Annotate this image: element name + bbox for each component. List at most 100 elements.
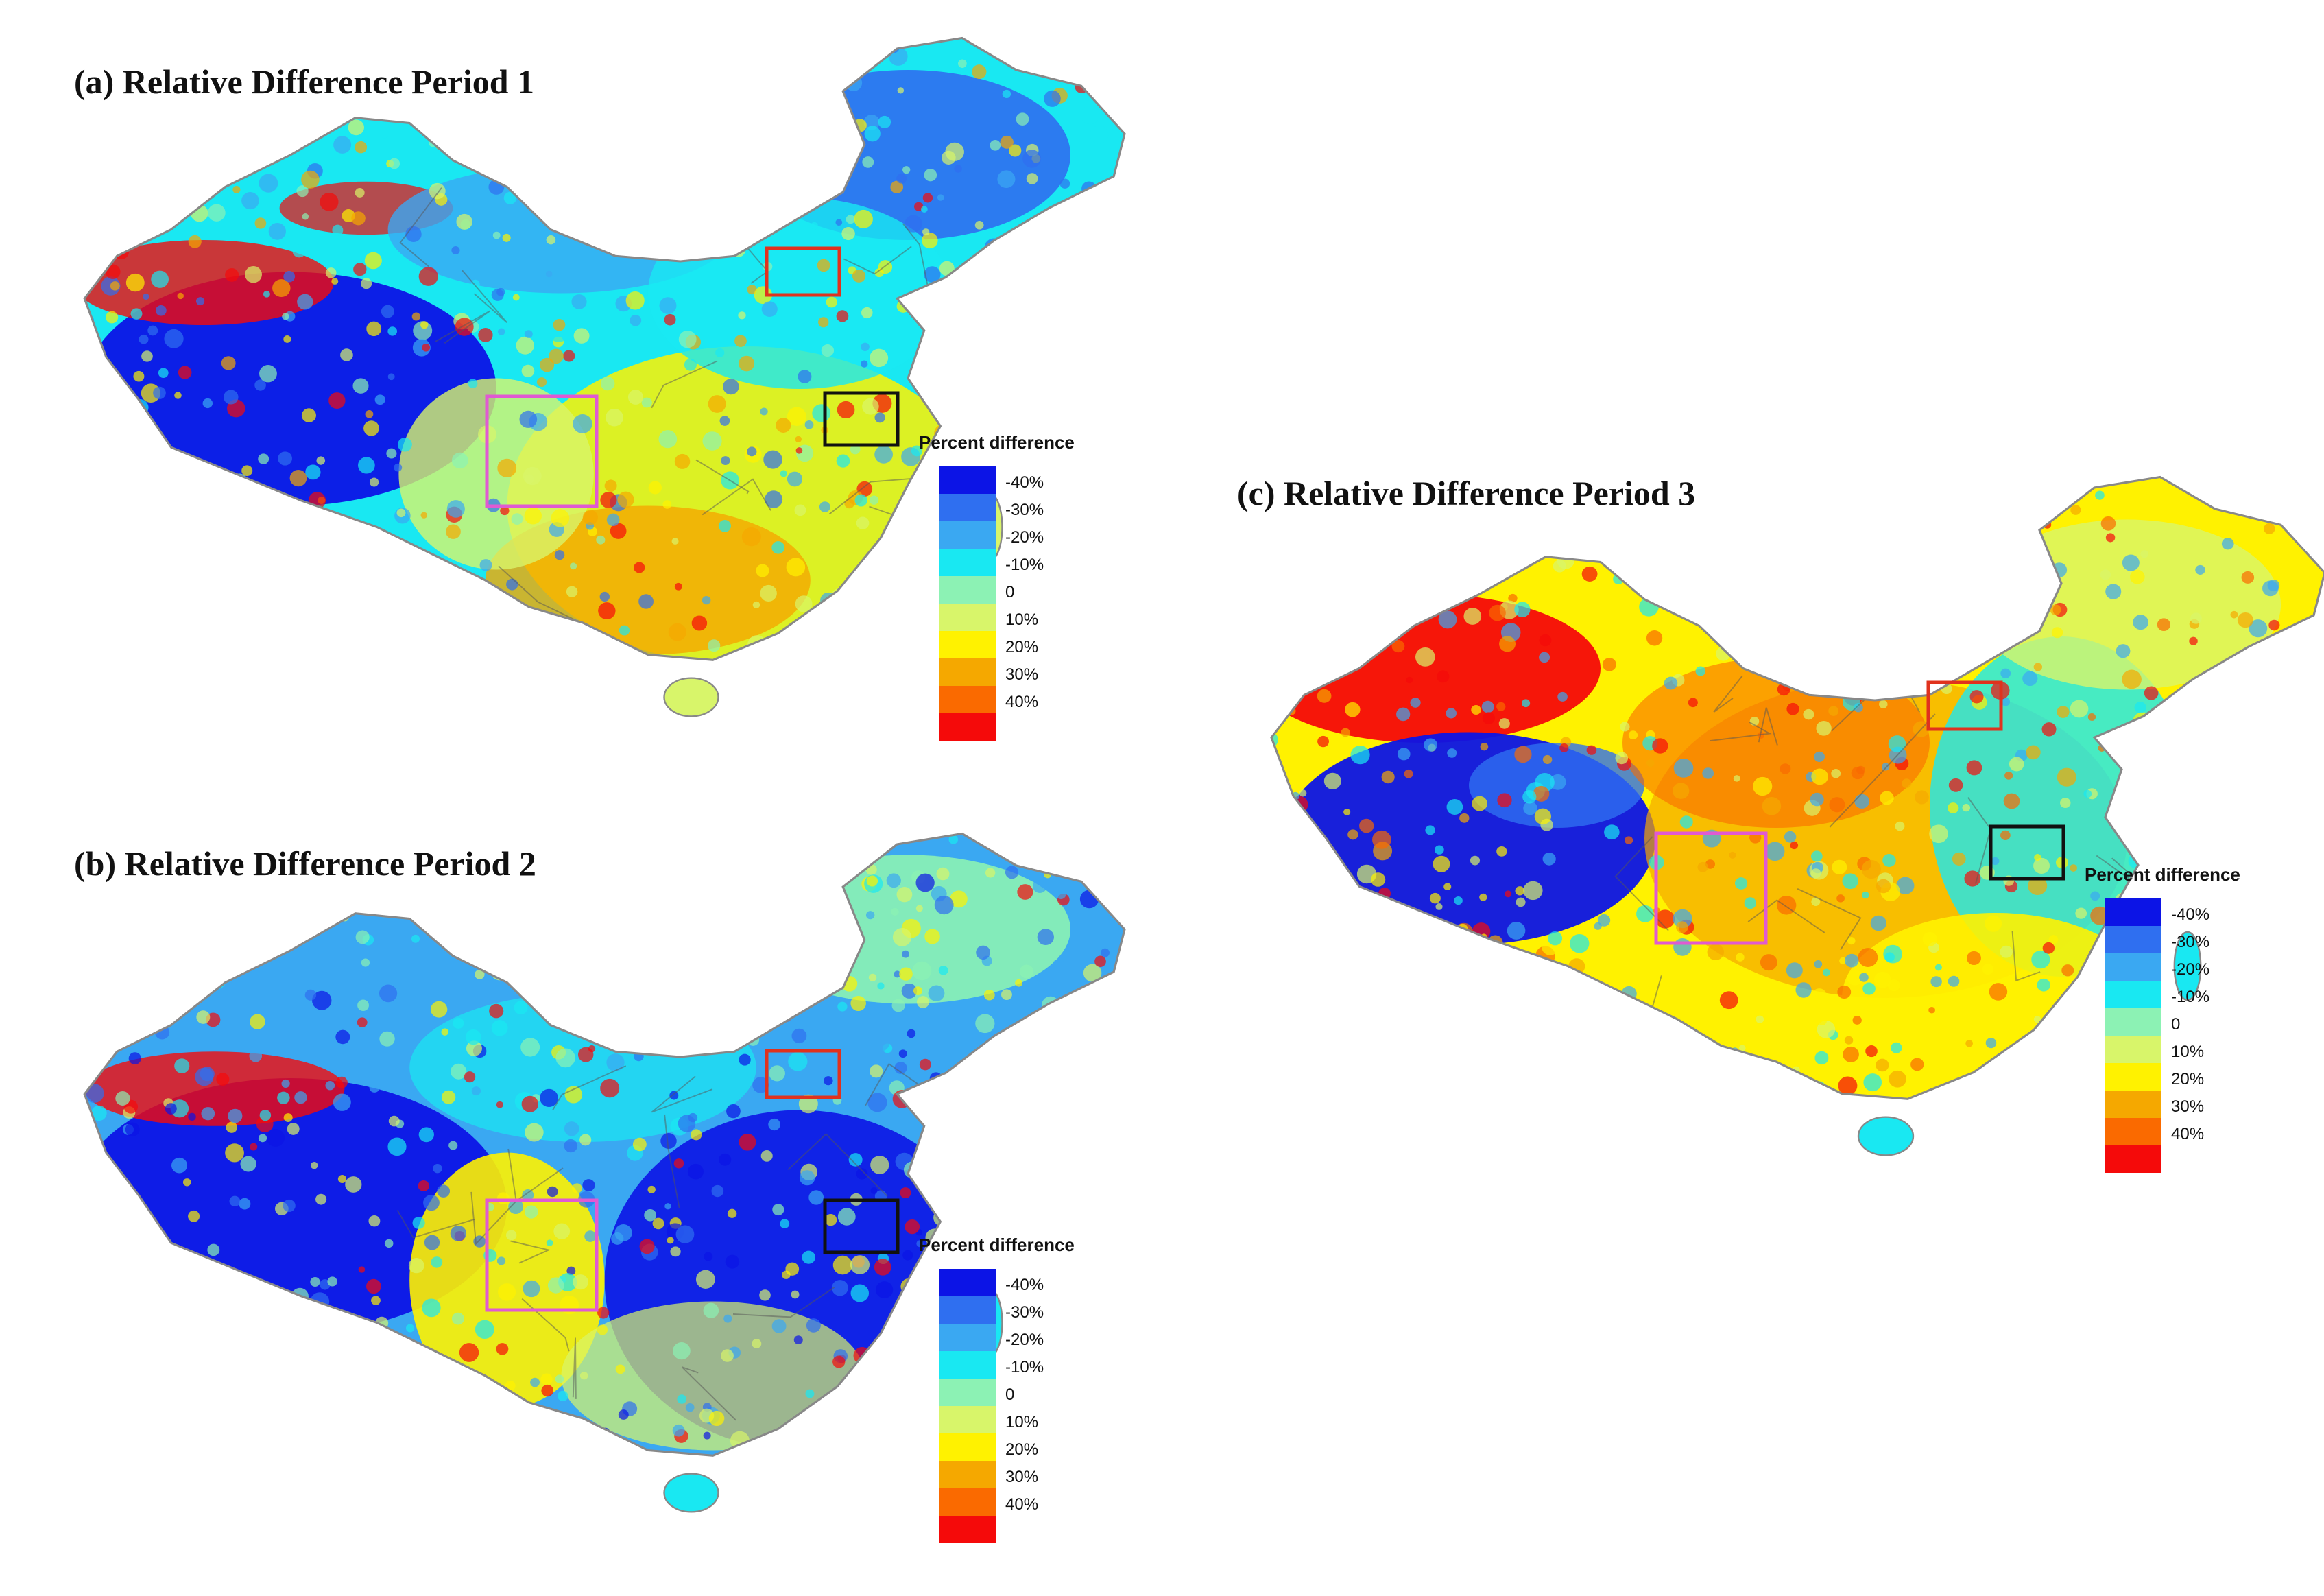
china-outline [1270,475,2324,1100]
legend-label: -40% [2171,905,2210,924]
legend-label: 10% [1005,1413,1039,1431]
legend-swatch [2105,1091,2161,1118]
legend-label: -30% [1005,501,1044,519]
legend-label: 40% [1005,693,1039,711]
legend-swatch [939,1433,996,1461]
legend-swatch [939,576,996,604]
panel-b-legend-title: Percent difference [919,1235,1075,1255]
legend-label: 20% [2171,1070,2205,1088]
panel-a: (a) Relative Difference Period 1 Percent… [0,0,1166,789]
legend-swatch [939,1324,996,1351]
legend-label: 10% [1005,610,1039,629]
legend-row: 40% [2105,1118,2311,1145]
legend-label: -20% [2171,960,2210,979]
panel-b-title: (b) Relative Difference Period 2 [74,844,536,883]
legend-label: -30% [2171,933,2210,951]
pink-box [485,1198,599,1312]
china-outline [83,832,1126,1457]
legend-swatch [939,658,996,686]
legend-row: 0 [939,576,1145,604]
legend-swatch [939,466,996,494]
legend-label: 20% [1005,1440,1039,1459]
legend-label: -10% [2171,988,2210,1006]
legend-label: 20% [1005,638,1039,656]
legend-swatch [939,1461,996,1488]
legend-row: 30% [939,658,1145,686]
legend-row: -30% [939,1296,1145,1324]
legend-swatch [939,1488,996,1516]
red-box [765,1049,841,1099]
pink-box [1654,831,1768,945]
legend-label: 0 [2171,1015,2181,1034]
legend-row: 0 [939,1379,1145,1406]
legend-row [939,713,1145,741]
legend-row: 10% [2105,1036,2311,1063]
legend-swatch [939,1516,996,1543]
legend-row: 0 [2105,1008,2311,1036]
panel-b-map [83,832,1126,1513]
legend-row: -40% [939,1269,1145,1296]
legend-label: -10% [1005,556,1044,574]
legend-swatch [939,1351,996,1379]
panel-c-title: (c) Relative Difference Period 3 [1237,474,1696,512]
legend-label: -40% [1005,473,1044,492]
legend-row: -10% [939,1351,1145,1379]
panel-c-map [1270,475,2324,1156]
legend-swatch [2105,953,2161,981]
legend-swatch [939,631,996,658]
legend-swatch [2105,1036,2161,1063]
legend-row: -10% [2105,981,2311,1008]
legend-row: -30% [2105,926,2311,953]
legend-row: 20% [939,631,1145,658]
legend-swatch [939,494,996,521]
legend-row: -30% [939,494,1145,521]
legend-swatch [939,686,996,713]
taiwan-island [2173,931,2202,1001]
pink-box [485,394,599,508]
panel-a-title: (a) Relative Difference Period 1 [74,62,535,101]
legend-row: -40% [939,466,1145,494]
legend-swatch [939,604,996,631]
black-box [823,391,900,447]
hainan-island [663,1473,719,1513]
legend-row: 10% [939,604,1145,631]
legend-label: 40% [2171,1125,2205,1143]
red-box [765,246,841,297]
legend-swatch [939,521,996,549]
legend-swatch [939,1406,996,1433]
legend-label: 30% [1005,1468,1039,1486]
legend-row: 20% [2105,1063,2311,1091]
legend-row: -20% [2105,953,2311,981]
legend-row: 40% [939,686,1145,713]
black-box [823,1198,900,1254]
legend-swatch [939,1296,996,1324]
panel-a-map [83,36,1126,717]
legend-label: -30% [1005,1303,1044,1322]
legend-label: -20% [1005,1331,1044,1349]
legend-row: 10% [939,1406,1145,1433]
legend-row: -20% [939,1324,1145,1351]
legend-swatch [939,549,996,576]
legend-swatch [2105,1145,2161,1173]
legend-swatch [2105,1118,2161,1145]
legend-swatch [939,1379,996,1406]
panel-c: (c) Relative Difference Period 3 Percent… [1166,425,2324,1248]
china-outline [83,36,1126,661]
legend-row: -40% [2105,898,2311,926]
legend-swatch [2105,981,2161,1008]
legend-row [939,1516,1145,1543]
legend-label: 40% [1005,1495,1039,1514]
legend-swatch [939,713,996,741]
red-box [1926,680,2003,731]
legend-row: 30% [939,1461,1145,1488]
legend-swatch [2105,1008,2161,1036]
black-box [1989,824,2065,881]
legend-swatch [2105,926,2161,953]
legend-swatch [939,1269,996,1296]
legend-label: -20% [1005,528,1044,547]
legend-label: 0 [1005,1385,1015,1404]
legend-label: 30% [1005,665,1039,684]
legend-row: -20% [939,521,1145,549]
legend-row [2105,1145,2311,1173]
legend-label: -10% [1005,1358,1044,1377]
